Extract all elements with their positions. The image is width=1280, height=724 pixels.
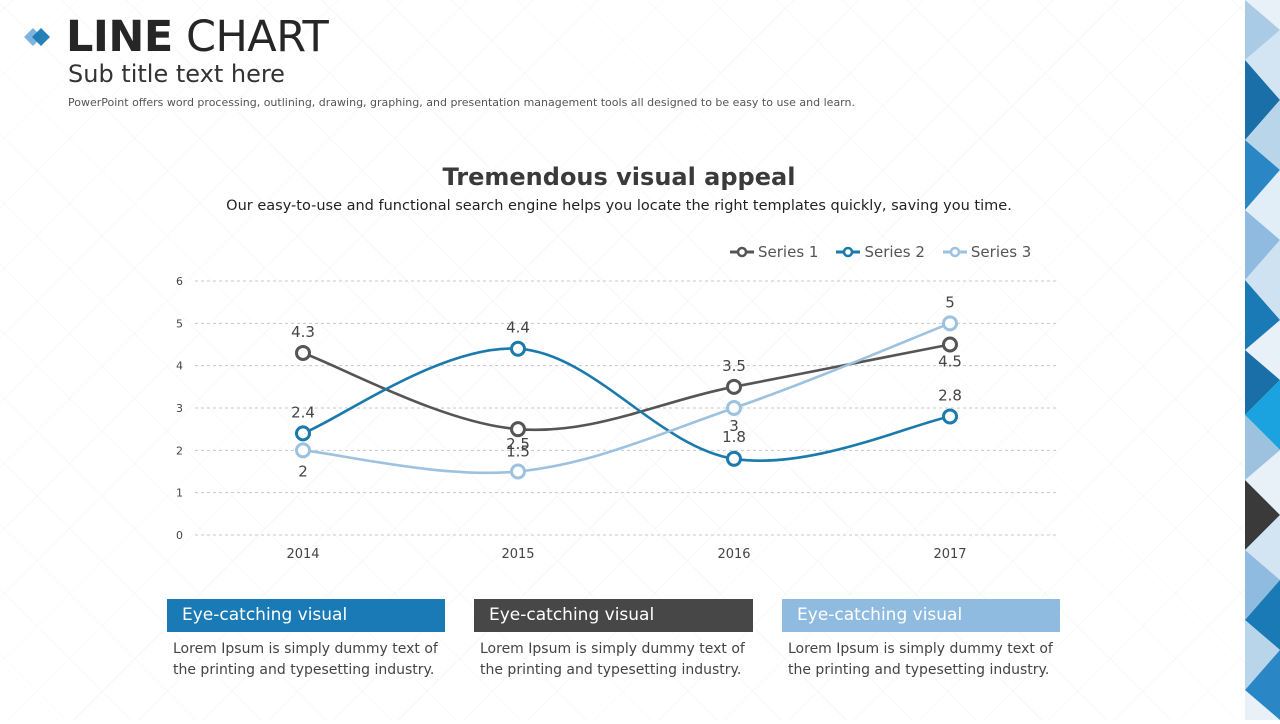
series-1-data-label: 4.5 xyxy=(938,353,962,371)
series-1-data-label: 4.3 xyxy=(291,323,315,341)
legend-marker-icon xyxy=(942,246,967,258)
series-3-data-label: 5 xyxy=(945,293,955,311)
series-line-2 xyxy=(302,347,951,462)
title-light-word: CHART xyxy=(185,12,329,62)
series-line-1 xyxy=(302,343,951,432)
line-chart: 0 1 2 3 4 5 6 2014 2015 2016 2017 4.3 2.5 3.5 4.5 2.4 4.… xyxy=(176,275,1057,562)
title-row: LINE CHART xyxy=(24,12,329,62)
legend-label: Series 1 xyxy=(758,243,819,261)
series-2-data-label: 4.4 xyxy=(506,319,530,337)
chart-title: Tremendous visual appeal xyxy=(442,163,796,191)
feature-card-3: Eye-catching visual Lorem Ipsum is simpl… xyxy=(782,599,1060,681)
y-tick-label: 3 xyxy=(176,402,183,415)
legend-label: Series 2 xyxy=(864,243,925,261)
series-2-point xyxy=(510,340,526,357)
feature-card-1: Eye-catching visual Lorem Ipsum is simpl… xyxy=(167,599,445,681)
series-3-point xyxy=(510,463,526,480)
card-body: Lorem Ipsum is simply dummy text of the … xyxy=(788,641,1053,678)
title-bold-word: LINE xyxy=(66,12,173,62)
series-1-point xyxy=(726,378,742,395)
series-2-data-label: 2.8 xyxy=(938,386,962,404)
y-tick-label: 4 xyxy=(176,360,183,373)
x-tick-label: 2015 xyxy=(501,547,534,562)
series-3-point xyxy=(295,442,311,459)
page-description: PowerPoint offers word processing, outli… xyxy=(68,96,855,109)
legend-item-series-1: Series 1 xyxy=(730,243,818,261)
page-subtitle: Sub title text here xyxy=(68,60,285,88)
decorative-side-strip xyxy=(1245,0,1280,720)
legend-marker-icon xyxy=(836,246,861,258)
series-3-data-label: 1.5 xyxy=(506,443,530,461)
series-1-data-label: 2.5 xyxy=(506,435,530,453)
card-heading: Eye-catching visual xyxy=(474,599,753,632)
series-2-point xyxy=(295,425,311,442)
x-tick-label: 2017 xyxy=(933,547,966,562)
series-1-point xyxy=(942,336,958,353)
series-2-point xyxy=(726,450,742,467)
card-heading: Eye-catching visual xyxy=(782,599,1060,632)
series-1-point xyxy=(295,344,311,361)
series-2-data-label: 2.4 xyxy=(291,403,315,421)
x-tick-label: 2014 xyxy=(286,547,319,562)
x-tick-label: 2016 xyxy=(717,547,750,562)
series-1-data-label: 3.5 xyxy=(722,357,746,375)
legend-item-series-2: Series 2 xyxy=(836,243,925,261)
series-2-point xyxy=(942,408,958,425)
y-tick-label: 2 xyxy=(176,444,183,457)
legend-item-series-3: Series 3 xyxy=(942,243,1032,261)
y-tick-label: 1 xyxy=(176,487,183,500)
series-3-data-label: 2 xyxy=(298,462,308,480)
legend-label: Series 3 xyxy=(970,243,1032,261)
card-body: Lorem Ipsum is simply dummy text of the … xyxy=(480,641,745,678)
series-2-data-label: 1.8 xyxy=(722,428,746,446)
y-tick-label: 6 xyxy=(176,275,183,288)
feature-card-2: Eye-catching visual Lorem Ipsum is simpl… xyxy=(474,599,753,681)
page-title: LINE CHART xyxy=(66,12,329,62)
chart-subtitle: Our easy-to-use and functional search en… xyxy=(226,198,1012,214)
series-3-point xyxy=(726,400,742,416)
diamond-logo-icon xyxy=(24,22,54,52)
legend-marker-icon xyxy=(730,246,754,258)
card-heading: Eye-catching visual xyxy=(167,599,445,632)
series-3-data-label: 3 xyxy=(729,417,739,435)
card-body: Lorem Ipsum is simply dummy text of the … xyxy=(173,641,438,678)
series-1-point xyxy=(510,421,526,438)
y-tick-label: 0 xyxy=(176,529,183,542)
series-line-3 xyxy=(302,322,951,475)
chart-legend: Series 1 Series 2 Series 3 xyxy=(730,243,1031,261)
y-tick-label: 5 xyxy=(176,317,183,330)
series-3-point xyxy=(942,315,958,332)
